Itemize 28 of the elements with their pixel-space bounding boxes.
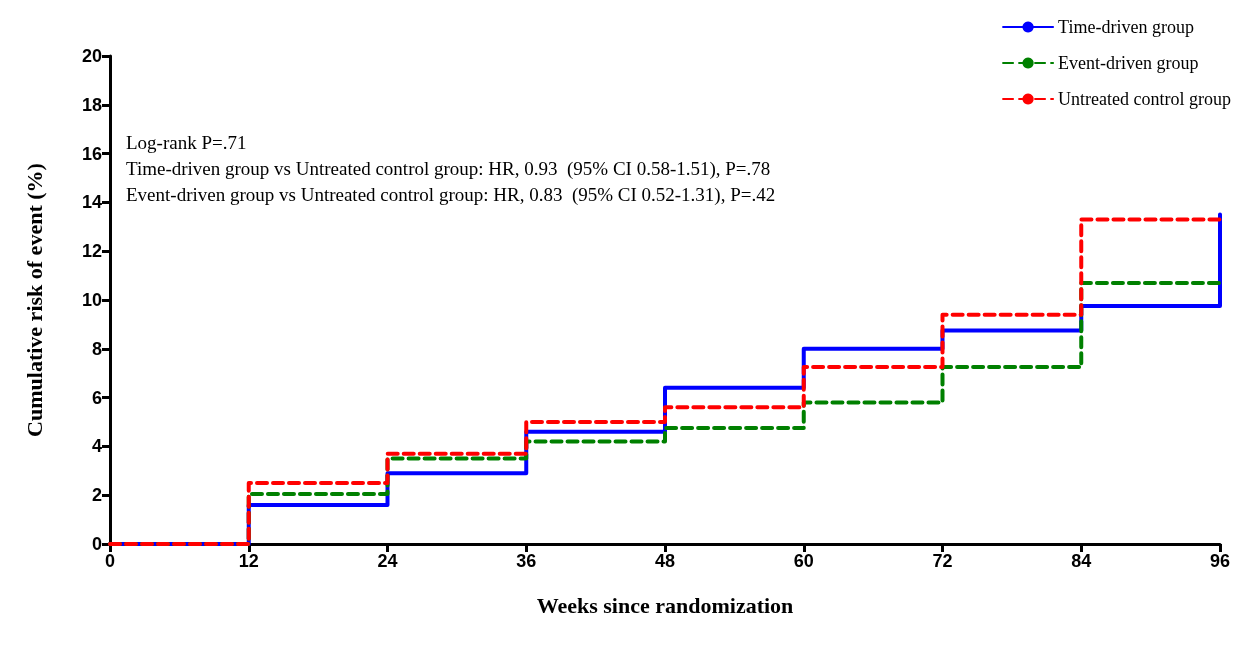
annotation: Event-driven group vs Untreated control group: HR, 0.83 (95% CI 0.52-1.31), P=.42 <box>126 184 776 206</box>
y-tick-label: 12 <box>81 241 102 262</box>
y-tick-label: 10 <box>81 290 102 310</box>
x-tick-label: 12 <box>238 551 259 571</box>
x-axis-title: Weeks since randomization <box>536 592 794 618</box>
x-tick-label: 84 <box>1071 551 1092 571</box>
x-tick-label: 72 <box>932 551 953 571</box>
x-tick-label: 48 <box>654 551 676 571</box>
legend-label: Untreated control group <box>1058 89 1232 109</box>
legend-label: Event-driven group <box>1058 53 1199 73</box>
y-axis-title: Cumulative risk of event (%) <box>21 163 47 437</box>
y-tick-label: 2 <box>91 485 102 506</box>
y-tick-label: 6 <box>91 387 102 408</box>
x-tick-label: 24 <box>377 551 398 571</box>
x-tick-label: 36 <box>516 551 537 571</box>
annotation: Time-driven group vs Untreated control group: HR, 0.93 (95% CI 0.58-1.51), P=.78 <box>126 158 771 180</box>
y-tick-label: 14 <box>81 192 102 213</box>
x-tick-label: 60 <box>793 551 814 571</box>
x-tick-label: 96 <box>1209 551 1231 571</box>
y-tick-label: 8 <box>91 338 102 359</box>
x-tick-label: 0 <box>104 551 116 571</box>
legend-label: Time-driven group <box>1058 17 1194 37</box>
y-tick-label: 20 <box>81 46 102 66</box>
y-tick-label: 18 <box>81 94 102 115</box>
annotation: Log-rank P=.71 <box>126 132 247 153</box>
y-tick-label: 16 <box>81 143 102 164</box>
y-tick-label: 4 <box>91 436 102 457</box>
y-tick-label: 0 <box>91 534 102 554</box>
